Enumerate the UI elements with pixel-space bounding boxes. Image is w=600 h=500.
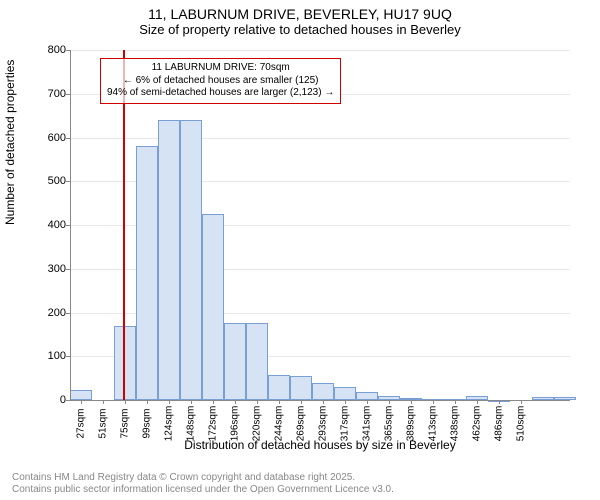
y-tick-mark <box>66 400 70 401</box>
x-tick-label: 269sqm <box>296 406 307 442</box>
x-tick-label: 365sqm <box>384 406 395 442</box>
x-tick-label: 220sqm <box>252 406 263 442</box>
x-tick-mark <box>257 400 258 404</box>
x-axis-label: Distribution of detached houses by size … <box>70 438 570 452</box>
y-axis-line <box>70 50 71 400</box>
annotation-line-2: ← 6% of detached houses are smaller (125… <box>107 75 334 88</box>
chart-title: 11, LABURNUM DRIVE, BEVERLEY, HU17 9UQ S… <box>0 0 600 37</box>
y-tick-label: 300 <box>48 263 66 275</box>
x-tick-mark <box>345 400 346 404</box>
histogram-bar <box>290 376 312 400</box>
x-tick-label: 172sqm <box>208 406 219 442</box>
x-tick-mark <box>191 400 192 404</box>
x-tick-label: 462sqm <box>472 406 483 442</box>
histogram-bar <box>224 323 246 400</box>
x-tick-mark <box>125 400 126 404</box>
y-tick-label: 800 <box>48 44 66 56</box>
x-tick-mark <box>521 400 522 404</box>
histogram-bar <box>312 383 334 401</box>
histogram-bar <box>202 214 224 400</box>
x-tick-label: 293sqm <box>318 406 329 442</box>
footer-attribution: Contains HM Land Registry data © Crown c… <box>12 472 394 496</box>
chart-container: 11, LABURNUM DRIVE, BEVERLEY, HU17 9UQ S… <box>0 0 600 500</box>
x-tick-label: 438sqm <box>450 406 461 442</box>
x-tick-label: 124sqm <box>164 406 175 442</box>
y-tick-mark <box>66 269 70 270</box>
annotation-line-1: 11 LABURNUM DRIVE: 70sqm <box>107 62 334 75</box>
gridline <box>70 138 570 139</box>
footer-line-1: Contains HM Land Registry data © Crown c… <box>12 472 394 484</box>
x-tick-label: 244sqm <box>274 406 285 442</box>
x-tick-label: 196sqm <box>230 406 241 442</box>
annotation-line-3: 94% of semi-detached houses are larger (… <box>107 87 334 100</box>
y-tick-mark <box>66 94 70 95</box>
x-tick-mark <box>279 400 280 404</box>
x-tick-label: 317sqm <box>340 406 351 442</box>
x-tick-mark <box>411 400 412 404</box>
gridline <box>70 50 570 51</box>
y-tick-mark <box>66 50 70 51</box>
x-axis-line <box>70 400 570 401</box>
y-tick-label: 400 <box>48 219 66 231</box>
y-tick-mark <box>66 138 70 139</box>
y-tick-label: 600 <box>48 132 66 144</box>
x-tick-mark <box>169 400 170 404</box>
annotation-box: 11 LABURNUM DRIVE: 70sqm ← 6% of detache… <box>100 58 341 104</box>
x-tick-mark <box>81 400 82 404</box>
x-tick-label: 389sqm <box>406 406 417 442</box>
x-tick-mark <box>389 400 390 404</box>
x-tick-mark <box>235 400 236 404</box>
histogram-bar <box>246 323 268 400</box>
title-line-1: 11, LABURNUM DRIVE, BEVERLEY, HU17 9UQ <box>0 6 600 22</box>
histogram-bar <box>136 146 158 400</box>
y-axis-label: Number of detached properties <box>3 60 17 225</box>
y-tick-mark <box>66 313 70 314</box>
x-tick-mark <box>499 400 500 404</box>
y-tick-mark <box>66 356 70 357</box>
histogram-bar <box>158 120 180 400</box>
x-tick-label: 486sqm <box>494 406 505 442</box>
x-tick-mark <box>147 400 148 404</box>
y-tick-mark <box>66 225 70 226</box>
y-tick-label: 500 <box>48 175 66 187</box>
x-tick-mark <box>301 400 302 404</box>
x-tick-mark <box>323 400 324 404</box>
y-tick-label: 200 <box>48 307 66 319</box>
x-tick-mark <box>433 400 434 404</box>
footer-line-2: Contains public sector information licen… <box>12 484 394 496</box>
x-tick-label: 341sqm <box>362 406 373 442</box>
x-tick-label: 27sqm <box>76 408 87 438</box>
y-tick-mark <box>66 181 70 182</box>
x-tick-label: 75sqm <box>120 408 131 438</box>
x-tick-mark <box>367 400 368 404</box>
histogram-bar <box>180 120 202 400</box>
histogram-bar <box>356 392 378 400</box>
x-tick-label: 510sqm <box>516 406 527 442</box>
histogram-bar <box>268 375 290 400</box>
x-tick-mark <box>455 400 456 404</box>
histogram-bar <box>70 390 92 400</box>
y-tick-label: 700 <box>48 88 66 100</box>
y-tick-label: 100 <box>48 350 66 362</box>
histogram-bar <box>334 387 356 400</box>
x-tick-mark <box>477 400 478 404</box>
histogram-bar <box>114 326 136 400</box>
x-tick-mark <box>213 400 214 404</box>
x-tick-label: 51sqm <box>98 408 109 438</box>
x-tick-label: 148sqm <box>186 406 197 442</box>
x-tick-mark <box>103 400 104 404</box>
x-tick-label: 99sqm <box>142 408 153 438</box>
x-tick-label: 413sqm <box>428 406 439 442</box>
title-line-2: Size of property relative to detached ho… <box>0 22 600 37</box>
y-tick-label: 0 <box>60 394 66 406</box>
